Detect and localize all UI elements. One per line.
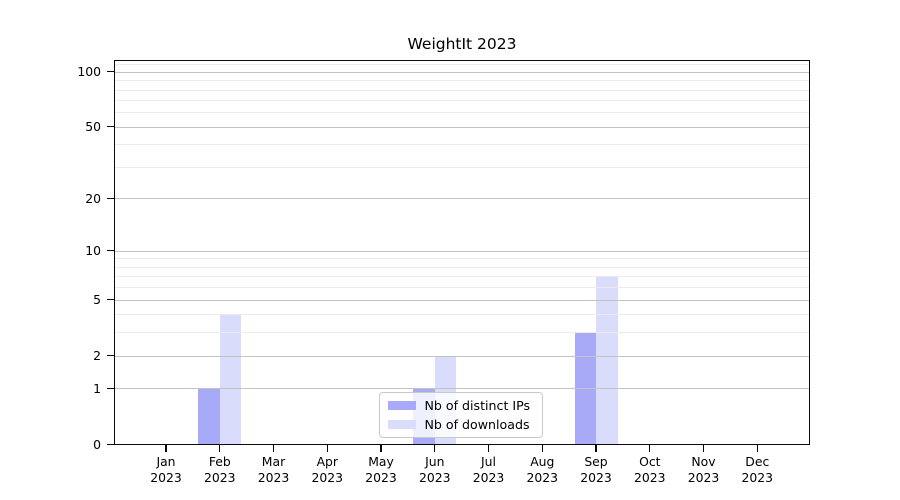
gridline-minor xyxy=(114,167,810,168)
gridline-minor xyxy=(114,144,810,146)
y-tick xyxy=(107,443,114,445)
x-tick-label-jun: Jun 2023 xyxy=(419,453,451,486)
y-tick xyxy=(107,250,114,252)
gridline-major xyxy=(114,299,810,301)
bar-downloads-sep xyxy=(596,276,618,445)
x-tick-label-aug: Aug 2023 xyxy=(526,453,559,486)
x-tick xyxy=(595,444,597,452)
gridline-minor xyxy=(114,112,810,114)
legend-swatch-distinct-ips xyxy=(387,401,416,410)
gridline-minor xyxy=(114,276,810,278)
y-tick xyxy=(107,387,114,389)
legend: Nb of distinct IPs Nb of downloads xyxy=(378,392,543,438)
x-tick xyxy=(380,444,382,452)
y-tick-label-0: 0 xyxy=(93,436,101,452)
gridline-minor xyxy=(114,258,810,260)
y-tick-label-20: 20 xyxy=(85,190,101,206)
y-tick-label-50: 50 xyxy=(85,119,101,135)
y-tick xyxy=(107,298,114,301)
x-tick-label-oct: Oct 2023 xyxy=(634,453,666,486)
gridline-major xyxy=(114,71,810,73)
gridline-minor xyxy=(114,64,810,65)
x-tick-label-dec: Dec 2023 xyxy=(741,453,774,486)
gridline-major xyxy=(114,198,810,200)
legend-label-distinct-ips: Nb of distinct IPs xyxy=(424,398,531,413)
bar-downloads-feb xyxy=(219,314,242,445)
plot-area xyxy=(114,59,810,445)
y-tick xyxy=(107,354,114,357)
legend-item-downloads: Nb of downloads xyxy=(387,417,542,432)
x-tick-label-apr: Apr 2023 xyxy=(311,453,344,486)
y-tick-label-1: 1 xyxy=(93,380,101,396)
x-tick-label-mar: Mar 2023 xyxy=(257,453,290,486)
legend-item-distinct-ips: Nb of distinct IPs xyxy=(387,398,542,413)
x-tick-label-nov: Nov 2023 xyxy=(687,453,720,486)
y-tick-label-10: 10 xyxy=(85,243,101,259)
x-tick-label-feb: Feb 2023 xyxy=(204,453,236,486)
x-tick xyxy=(487,444,490,452)
gridline-minor xyxy=(114,287,810,289)
y-tick xyxy=(107,71,114,73)
bar-distinct-ips-feb xyxy=(198,388,220,445)
x-tick xyxy=(434,444,436,452)
x-tick xyxy=(756,444,758,452)
y-tick xyxy=(107,197,114,200)
x-tick xyxy=(272,444,275,452)
legend-swatch-downloads xyxy=(387,420,416,429)
x-tick xyxy=(219,444,221,452)
chart-title: WeightIt 2023 xyxy=(407,35,517,53)
x-tick-label-jan: Jan 2023 xyxy=(150,453,182,486)
x-tick xyxy=(165,444,167,452)
y-tick-label-2: 2 xyxy=(93,348,101,363)
x-tick xyxy=(326,444,328,452)
gridline-minor xyxy=(114,89,810,91)
gridline-minor xyxy=(114,100,810,102)
legend-label-downloads: Nb of downloads xyxy=(424,417,530,432)
gridline-minor xyxy=(114,332,810,334)
x-tick xyxy=(649,444,651,452)
gridline-minor xyxy=(114,266,810,268)
y-tick-label-100: 100 xyxy=(77,64,101,80)
x-tick-label-sep: Sep 2023 xyxy=(580,453,612,486)
gridline-major xyxy=(114,388,810,390)
gridline-major xyxy=(114,126,810,128)
gridline-minor xyxy=(114,80,810,82)
x-tick-label-may: May 2023 xyxy=(365,453,397,486)
y-tick-label-5: 5 xyxy=(93,292,101,308)
gridline-major xyxy=(114,355,810,357)
x-tick-label-jul: Jul 2023 xyxy=(472,453,505,486)
plot-frame xyxy=(114,59,810,445)
x-tick xyxy=(702,444,705,452)
gridline-major xyxy=(114,250,810,252)
gridline-minor xyxy=(114,314,810,316)
y-tick xyxy=(107,126,114,128)
x-tick xyxy=(541,444,543,452)
